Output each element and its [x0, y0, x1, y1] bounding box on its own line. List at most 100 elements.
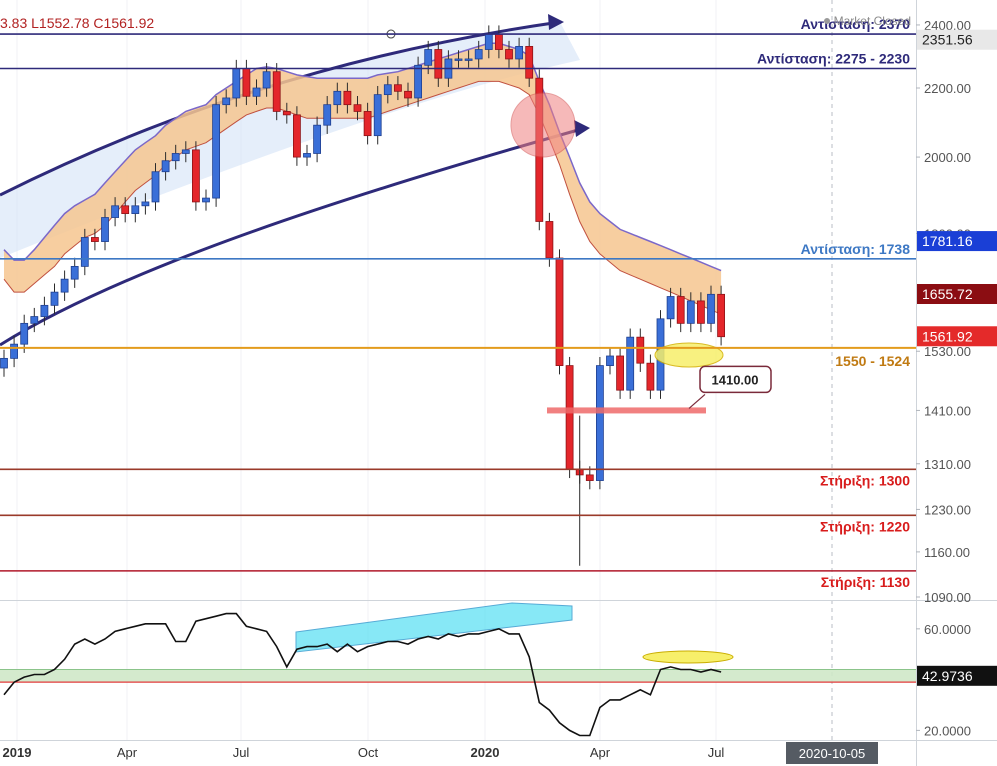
candle-body [545, 221, 554, 259]
time-tick-label: Apr [590, 745, 611, 760]
candle-body [424, 49, 433, 66]
candle[interactable] [212, 96, 221, 207]
candle[interactable] [252, 79, 261, 106]
candle[interactable] [91, 228, 99, 251]
osc-tick-label: 60.0000 [924, 622, 971, 637]
candle[interactable] [161, 152, 170, 181]
time-tick-label: 2020 [471, 745, 500, 760]
candle[interactable] [707, 285, 715, 333]
candle[interactable] [0, 349, 8, 377]
candle[interactable] [666, 287, 675, 328]
candle[interactable] [292, 106, 301, 166]
candle[interactable] [131, 197, 140, 223]
candle[interactable] [323, 96, 332, 134]
candle-body [282, 111, 291, 116]
candle[interactable] [646, 354, 655, 399]
candle-body [222, 97, 231, 106]
price-tag [917, 326, 997, 347]
candle[interactable] [50, 283, 59, 315]
candle[interactable] [202, 189, 210, 211]
candle[interactable] [151, 163, 160, 211]
candle-body [141, 201, 150, 207]
candle[interactable] [101, 208, 109, 251]
price-tick-label: 1530.00 [924, 344, 971, 359]
candle[interactable] [545, 212, 554, 267]
candle[interactable] [474, 40, 483, 68]
price-tag-text: 2351.56 [922, 32, 973, 48]
channel-upper-arrow [548, 14, 564, 30]
candle-body [676, 296, 685, 324]
candle[interactable] [373, 85, 382, 145]
candle-body [585, 474, 594, 481]
candle[interactable] [353, 96, 362, 121]
candle[interactable] [80, 228, 89, 276]
candle-body [70, 265, 79, 280]
candle[interactable] [505, 40, 513, 68]
candle[interactable] [343, 82, 352, 114]
candle[interactable] [515, 37, 523, 68]
candle[interactable] [636, 328, 645, 372]
candle[interactable] [111, 197, 119, 227]
level-label: Στήριξη: 1130 [821, 574, 910, 590]
candle[interactable] [333, 82, 342, 114]
price-tick-label: 1160.00 [924, 545, 970, 560]
candle[interactable] [404, 82, 412, 107]
date-tag[interactable] [786, 742, 878, 764]
candle[interactable] [121, 197, 130, 223]
candle[interactable] [222, 89, 231, 114]
candle[interactable] [565, 356, 574, 479]
candle[interactable] [363, 102, 372, 145]
candle[interactable] [596, 356, 604, 490]
candle[interactable] [434, 40, 443, 87]
candle[interactable] [171, 144, 180, 170]
candle[interactable] [606, 347, 614, 375]
ohlc-readout: 3.83 L1552.78 C1561.92 [0, 15, 155, 31]
candle[interactable] [40, 296, 49, 326]
candle-body [151, 171, 160, 203]
candle[interactable] [616, 347, 624, 399]
candle[interactable] [717, 285, 725, 346]
candle[interactable] [383, 76, 392, 104]
candle[interactable] [30, 307, 39, 333]
candle[interactable] [454, 50, 463, 68]
candle[interactable] [282, 102, 291, 124]
time-tick-label: Oct [358, 745, 379, 760]
candle[interactable] [464, 50, 473, 68]
candle-body [50, 291, 59, 306]
candle-body [303, 153, 311, 158]
candle-body [20, 322, 29, 345]
candle[interactable] [313, 116, 322, 163]
candle[interactable] [272, 63, 281, 121]
candle[interactable] [303, 144, 311, 166]
candle[interactable] [686, 292, 695, 333]
status-dot-icon [823, 18, 830, 24]
time-tick-label: Jul [233, 745, 250, 760]
candle[interactable] [697, 292, 705, 333]
candle[interactable] [525, 37, 534, 87]
callout-leader [688, 393, 706, 409]
candle[interactable] [626, 328, 635, 399]
osc-line [3, 612, 722, 737]
candle[interactable] [10, 335, 19, 368]
candle[interactable] [555, 249, 564, 375]
price-tick-label: 1410.00 [924, 403, 971, 418]
candle[interactable] [141, 193, 150, 215]
candle[interactable] [60, 270, 69, 301]
candle-body [272, 71, 281, 112]
candle[interactable] [676, 287, 685, 333]
candle-body [686, 300, 695, 324]
candle[interactable] [414, 56, 423, 107]
osc-value-text: 42.9736 [922, 668, 973, 684]
candle-body [353, 104, 362, 112]
candle-body [242, 68, 251, 97]
candle-body [181, 149, 190, 154]
date-tag-text: 2020-10-05 [799, 746, 866, 761]
candle[interactable] [191, 141, 200, 211]
candle-body [323, 104, 332, 126]
candle-body [171, 153, 180, 162]
candle[interactable] [70, 257, 79, 288]
candle[interactable] [181, 141, 190, 163]
candle[interactable] [20, 314, 29, 353]
candle[interactable] [393, 76, 402, 101]
